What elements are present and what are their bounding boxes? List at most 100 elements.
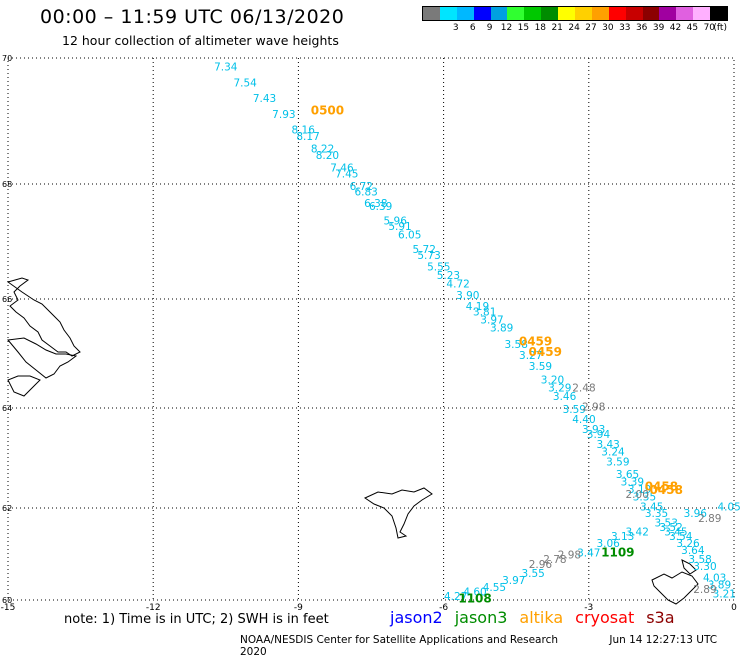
legend-label: 21	[551, 23, 563, 33]
longitude-label: -15	[1, 603, 16, 613]
legend-swatch	[608, 7, 626, 20]
wave-height-value: 6.39	[369, 201, 392, 213]
wave-height-value: 6.72	[350, 181, 373, 193]
wave-height-value: 3.29	[548, 383, 571, 395]
wave-height-value: 5.73	[417, 250, 440, 262]
wave-height-value: 7.43	[253, 93, 276, 105]
map-grid	[7, 57, 735, 601]
wave-height-value: 3.94	[587, 429, 611, 441]
wave-height-value: 3.93	[582, 424, 605, 436]
longitude-label: 0	[731, 603, 737, 613]
wave-height-value: 5.91	[388, 221, 411, 233]
legend-label: 6	[469, 23, 476, 33]
color-legend: 3 6 9 12 15 18 21 24 27 30 33 36 39 42 45 70 (ft)	[422, 6, 729, 35]
wave-height-value: 3.30	[693, 561, 716, 573]
wave-height-value: 3.39	[621, 477, 644, 489]
coastline	[681, 559, 697, 575]
legend-label: 33	[619, 23, 631, 33]
wave-height-value: 3.06	[596, 538, 620, 550]
wave-height-value: 3.13	[611, 531, 634, 543]
coastline	[651, 571, 699, 605]
footer: NOAA/NESDIS Center for Satellite Applica…	[240, 634, 740, 658]
legend-label: 27	[585, 23, 597, 33]
map-subtitle: 12 hour collection of altimeter wave hei…	[62, 33, 339, 48]
wave-height-value: 3.42	[626, 527, 649, 539]
legend-label: 9	[486, 23, 493, 33]
wave-height-value: 3.59	[563, 404, 586, 416]
legend-label: 3	[452, 23, 459, 33]
wave-height-value: 7.34	[214, 62, 238, 74]
wave-height-value: 6.38	[364, 198, 387, 210]
wave-height-value: 3.97	[502, 575, 525, 587]
legend-swatch	[642, 7, 660, 20]
wave-height-value: 4.60	[463, 586, 486, 598]
wave-height-value: 6.83	[354, 187, 377, 199]
wave-height-value: 4.03	[703, 573, 726, 585]
wave-height-value: 2.48	[572, 383, 595, 395]
map-frame	[7, 57, 735, 601]
legend-swatch	[575, 7, 592, 20]
axis-labels: -15 -12 -9 -6 -3 0 60 62 64 66 68 70	[1, 54, 737, 613]
wave-height-value: 7.93	[272, 109, 295, 121]
wave-height-value: 5.55	[427, 261, 450, 273]
wave-height-value: 7.46	[330, 162, 354, 174]
latitude-label: 68	[2, 180, 12, 189]
wave-height-value: 3.45	[664, 527, 687, 539]
wave-height-value: 3.90	[456, 290, 479, 302]
legend-swatch	[423, 7, 440, 20]
wave-height-value: 3.35	[633, 492, 656, 504]
wave-height-value: 8.22	[311, 144, 334, 156]
wave-height-value: 3.19	[628, 484, 651, 496]
longitude-label: -9	[294, 603, 303, 613]
pass-time-label: 1108	[458, 591, 491, 605]
wave-height-value: 8.16	[292, 125, 316, 137]
wave-height-value: 3.96	[684, 508, 708, 520]
wave-height-value: 3.21	[713, 589, 736, 601]
satellite-name: s3a	[646, 608, 675, 627]
legend-unit: (ft)	[713, 23, 727, 33]
wave-height-value: 3.20	[541, 374, 564, 386]
wave-height-value: 3.58	[505, 339, 528, 351]
legend-swatch	[591, 7, 609, 20]
wave-height-value: 2.89	[693, 584, 716, 596]
satellite-name: altika	[519, 608, 564, 627]
pass-time-label: 1109	[601, 545, 634, 559]
wave-height-value: 7.54	[233, 77, 257, 89]
wave-height-value: 4.19	[466, 301, 489, 313]
legend-label: 45	[686, 23, 699, 33]
latitude-label: 60	[2, 596, 12, 605]
legend-swatch	[507, 7, 525, 20]
legend-swatch	[490, 7, 508, 20]
legend-swatch	[558, 7, 576, 20]
wave-height-value: 3.89	[490, 323, 513, 335]
wave-height-value: 4.27	[444, 591, 467, 603]
legend-label: 42	[669, 23, 682, 33]
wave-height-value: 4.55	[483, 582, 506, 594]
wave-height-value: 3.43	[596, 439, 619, 451]
wave-height-value: 5.23	[437, 270, 460, 282]
satellite-names: jason2 jason3 altika cryosat s3a	[390, 608, 687, 627]
legend-label: 70	[703, 23, 716, 33]
wave-height-value: 3.64	[681, 545, 705, 557]
wave-height-value: 3.65	[616, 469, 639, 481]
wave-height-value: 8.17	[296, 131, 319, 143]
pass-time-label: 0458	[645, 480, 678, 494]
legend-label: 15	[517, 23, 530, 33]
wave-height-value: 3.97	[480, 315, 503, 327]
wave-height-value: 4.72	[446, 279, 469, 291]
satellite-name: jason2	[390, 608, 443, 627]
legend-swatch	[541, 7, 559, 20]
wave-height-value: 3.27	[519, 350, 542, 362]
legend-label: 24	[568, 23, 580, 33]
longitude-label: -6	[439, 603, 448, 613]
satellite-name: cryosat	[575, 608, 635, 627]
wave-height-value: 3.81	[473, 306, 496, 318]
wave-height-value: 8.20	[316, 150, 339, 162]
latitude-label: 70	[2, 54, 12, 63]
wave-height-value: 3.26	[676, 538, 700, 550]
legend-swatch	[524, 7, 542, 20]
wave-height-value: 3.55	[521, 568, 544, 580]
wave-height-value: 3.58	[688, 554, 711, 566]
wave-height-value: 4.40	[572, 414, 595, 426]
